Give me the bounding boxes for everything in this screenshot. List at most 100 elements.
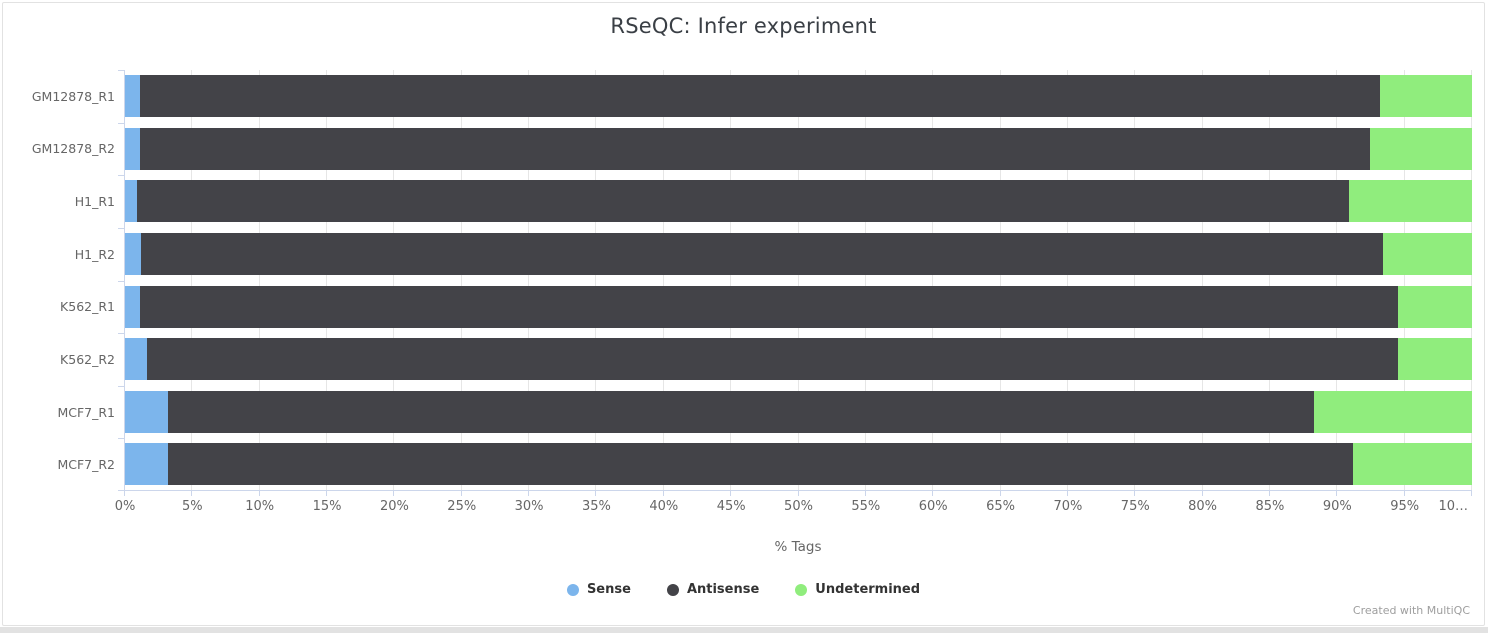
bar-segment-undetermined[interactable] [1383,232,1472,275]
legend-marker-icon [666,583,679,596]
legend: Sense Antisense Undetermined [3,582,1484,597]
stacked-bar-MCF7_R2 [125,443,1472,486]
x-axis-tick-label: 10… [1438,499,1468,514]
x-axis-tick [662,491,664,496]
gridline [393,70,395,490]
y-axis-tick [118,122,124,124]
bar-segment-sense[interactable] [125,390,169,433]
bar-segment-antisense[interactable] [146,338,1398,381]
y-axis-label: GM12878_R1 [31,88,115,104]
y-axis-labels: GM12878_R1 GM12878_R2 H1_R1 H1_R2 K562_R1 K56… [3,70,115,491]
gridline [595,70,597,490]
x-axis-title: % Tags [774,539,822,555]
bar-segment-antisense[interactable] [139,285,1398,328]
y-axis-tick [118,438,124,440]
bar-segment-antisense[interactable] [168,390,1315,433]
gridline [460,70,462,490]
bar-row [125,333,1472,386]
bar-segment-antisense[interactable] [168,443,1354,486]
x-axis-tick [258,491,260,496]
legend-label: Sense [586,582,631,597]
bar-segment-sense[interactable] [125,127,140,170]
x-axis-tick-label: 35% [581,499,611,514]
legend-label: Undetermined [815,582,921,597]
gridline [258,70,260,490]
y-axis-tick [118,333,124,335]
x-axis-tick [999,491,1001,496]
x-axis-tick [326,491,328,496]
x-axis-tick-label: 20% [379,499,409,514]
x-axis-tick [528,491,530,496]
bar-segment-sense[interactable] [125,285,140,328]
bar-segment-antisense[interactable] [141,232,1384,275]
bar-row [125,281,1472,334]
legend-label: Antisense [686,582,760,597]
bar-segment-undetermined[interactable] [1314,390,1472,433]
legend-marker-icon [795,583,808,596]
x-axis-tick [1201,491,1203,496]
bar-segment-undetermined[interactable] [1397,285,1472,328]
x-axis-tick-label: 65% [986,499,1015,514]
x-axis-tick-label: 15% [312,499,342,514]
x-axis-tick-label: 80% [1188,499,1218,514]
gridline [1471,70,1472,490]
legend-item-sense[interactable]: Sense [566,582,631,597]
bar-segment-sense[interactable] [125,180,138,223]
x-axis-tick-label: 40% [649,499,679,514]
bar-row [125,175,1472,228]
x-axis-tick-label: 90% [1322,499,1352,514]
bar-segment-sense[interactable] [125,338,147,381]
bar-segment-undetermined[interactable] [1397,338,1472,381]
x-axis-tick [595,491,597,496]
x-axis-tick-label: 85% [1255,499,1285,514]
x-axis-tick-label: 70% [1053,499,1083,514]
plot-area: 0% 5% 10% 15% 20% 25% 30% 35% 40% 45% 50% 55% 60% 65%… [115,70,1472,514]
x-axis-tick [1403,491,1405,496]
y-axis-tick [118,175,124,177]
bar-segment-undetermined[interactable] [1353,443,1472,486]
bar-segment-undetermined[interactable] [1380,75,1472,117]
x-axis-tick [932,491,934,496]
x-axis-tick [393,491,395,496]
x-axis-tick-label: 0% [114,499,136,514]
legend-item-antisense[interactable]: Antisense [666,582,760,597]
x-axis-tick-label: 5% [182,499,203,514]
bar-row [125,70,1472,123]
x-axis-tick [864,491,866,496]
x-axis-tick-label: 60% [918,499,948,514]
x-axis-tick-label: 75% [1120,499,1150,514]
bar-segment-antisense[interactable] [139,75,1381,117]
bar-segment-antisense[interactable] [139,127,1370,170]
bar-segment-antisense[interactable] [137,180,1350,223]
x-axis-tick-label: 95% [1390,499,1420,514]
gridline [1134,70,1136,490]
x-axis-tick-label: 25% [447,499,477,514]
y-axis-tick [118,280,124,282]
x-axis-tick [1336,491,1338,496]
chart-title: RSeQC: Infer experiment [610,14,877,38]
bar-segment-undetermined[interactable] [1349,180,1472,223]
bar-segment-undetermined[interactable] [1369,127,1472,170]
x-axis-tick [1471,491,1472,496]
legend-item-undetermined[interactable]: Undetermined [795,582,920,597]
bar-segment-sense[interactable] [125,443,169,486]
gridline [662,70,664,490]
gridline [730,70,732,490]
y-axis-tick [118,227,124,229]
bar-segment-sense[interactable] [125,232,142,275]
gridline [1066,70,1068,490]
y-axis-label: MCF7_R1 [57,404,115,420]
x-axis-tick [124,491,125,496]
gridline [999,70,1001,490]
x-axis-tick [460,491,462,496]
x-axis-tick [1268,491,1270,496]
gridline [1336,70,1338,490]
multiqc-credit: Created with MultiQC [1352,604,1470,617]
stacked-bar-MCF7_R1 [125,390,1472,433]
gridline [528,70,530,490]
bar-row [125,386,1472,439]
bar-row [125,438,1472,491]
bottom-scrollbar-track[interactable] [0,627,1488,633]
bar-segment-sense[interactable] [125,75,140,117]
gridline [1403,70,1405,490]
